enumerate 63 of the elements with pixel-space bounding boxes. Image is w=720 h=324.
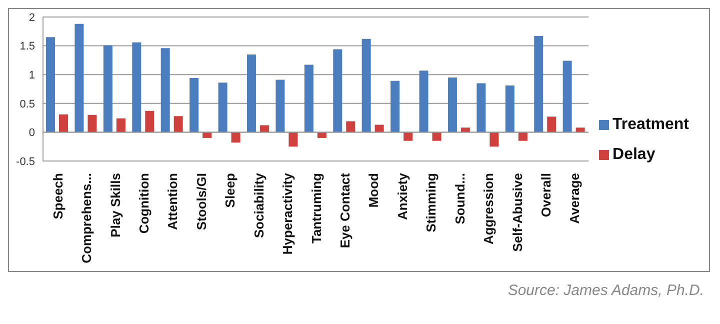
x-tick-label: Stools/GI	[194, 173, 209, 230]
bar	[103, 45, 112, 132]
bar	[88, 114, 97, 132]
bar	[333, 49, 342, 132]
bar	[74, 24, 84, 132]
bar	[432, 132, 442, 141]
x-tick-label: Cognition	[136, 172, 152, 234]
legend-label: Delay	[612, 146, 656, 163]
source-note: Source: James Adams, Ph.D.	[506, 282, 705, 299]
y-tick-label: 0	[28, 127, 35, 140]
bar	[419, 70, 428, 132]
bar	[390, 80, 400, 132]
bar	[190, 78, 199, 132]
bar	[534, 36, 544, 132]
bar	[476, 83, 486, 132]
bar	[116, 118, 126, 132]
x-tick-label: Mood	[366, 172, 382, 208]
y-tick-label: -0.5	[16, 156, 35, 168]
y-tick-label: 1	[28, 70, 35, 82]
y-tick-label: 2	[28, 12, 35, 24]
x-tick-label: Attention	[165, 172, 180, 230]
bar	[276, 80, 285, 132]
bar	[59, 114, 68, 132]
bar	[346, 121, 356, 132]
y-tick-label: 1.5	[20, 40, 35, 53]
x-tick-label: Sound...	[452, 173, 468, 224]
x-tick-label: Eye Contact	[337, 172, 352, 248]
x-tick-label: Comprehens...	[79, 173, 94, 264]
x-tick-label: Stimming	[424, 172, 439, 232]
bar	[547, 116, 556, 132]
x-tick-label: Aggression	[481, 172, 496, 245]
bar	[404, 132, 413, 141]
bar	[145, 110, 154, 132]
bar	[317, 132, 326, 138]
bar	[46, 37, 55, 132]
bar	[160, 48, 170, 132]
x-tick-label: Sleep	[222, 172, 238, 208]
bar	[174, 116, 183, 132]
bar	[202, 132, 212, 138]
legend-label: Treatment	[612, 116, 689, 133]
bar	[218, 82, 228, 132]
x-tick-label: Tantruming	[308, 172, 324, 244]
bar	[490, 132, 499, 147]
x-tick-label: Sociability	[251, 172, 266, 238]
bar	[518, 132, 528, 141]
x-tick-label: Overall	[538, 173, 554, 218]
x-tick-label: Self-Abusive	[510, 173, 525, 252]
x-tick-label: Average	[567, 173, 582, 224]
bar	[448, 77, 457, 132]
bar	[562, 60, 572, 132]
bar	[288, 132, 298, 147]
bar	[231, 132, 240, 143]
bar	[505, 86, 514, 132]
bar	[132, 42, 142, 132]
x-tick-label: Speech	[50, 172, 66, 220]
y-tick-label: 0.5	[20, 98, 35, 110]
bar	[362, 38, 371, 132]
bar	[304, 64, 314, 132]
bar	[246, 54, 256, 132]
x-tick-label: Play Skills	[108, 173, 123, 238]
bar	[374, 124, 384, 132]
x-tick-label: Anxiety	[394, 172, 410, 220]
x-tick-label: Hyperactivity	[280, 172, 296, 255]
